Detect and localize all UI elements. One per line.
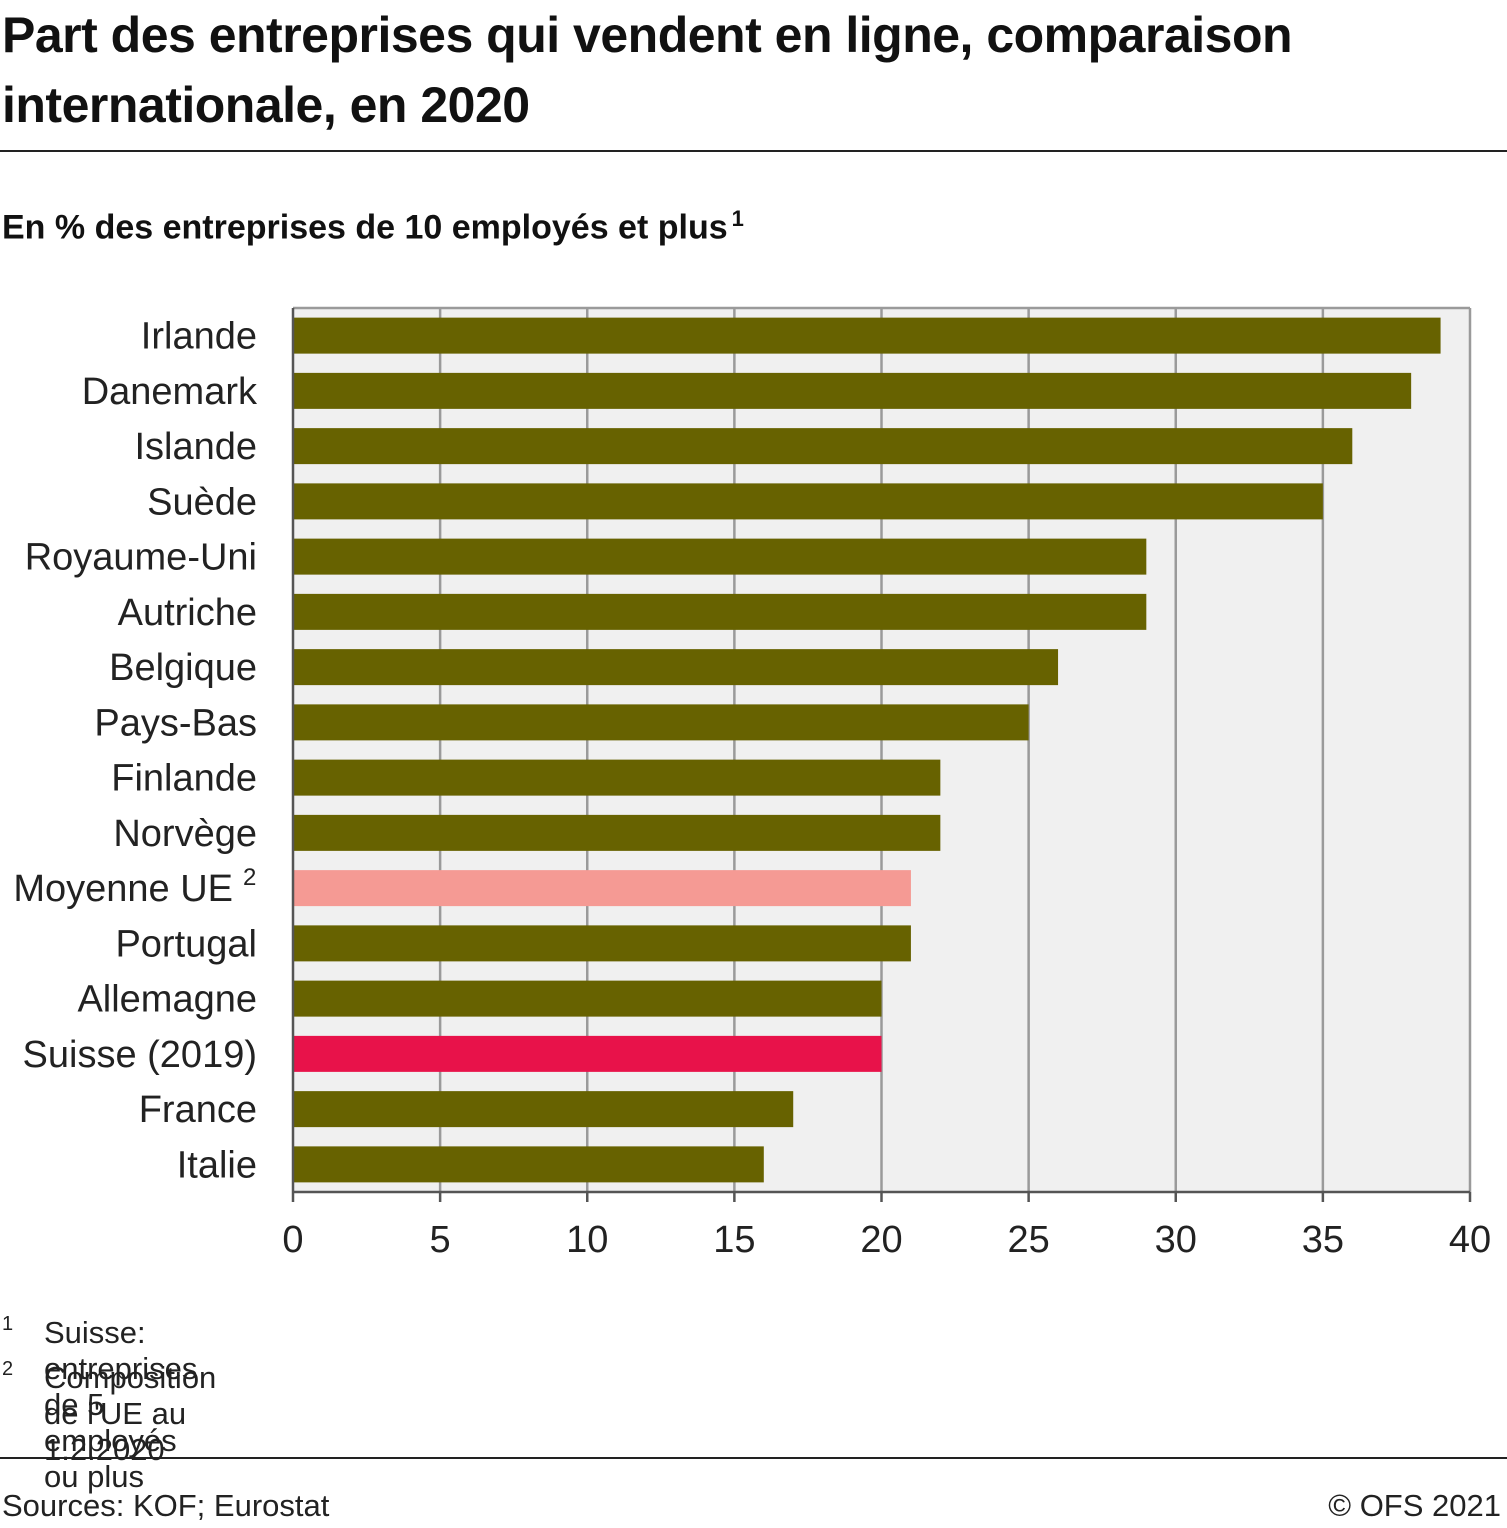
bar (293, 704, 1029, 741)
chart-title: Part des entreprises qui vendent en lign… (2, 7, 1293, 133)
subtitle-text: En % des entreprises de 10 employés et p… (2, 208, 728, 247)
footnote-number: 1 (2, 1313, 14, 1335)
bar (293, 814, 941, 851)
x-tick-label: 35 (1302, 1219, 1344, 1261)
footnote-text: Composition de l'UE au 1.2.2020 (44, 1360, 217, 1467)
category-label: France (139, 1089, 257, 1131)
bar (293, 317, 1441, 354)
bar (293, 1035, 882, 1072)
bar (293, 1146, 764, 1183)
footer-divider (0, 1457, 1507, 1459)
bar (293, 483, 1323, 520)
category-label: Finlande (111, 758, 257, 800)
category-label: Portugal (115, 923, 257, 965)
category-label: Italie (177, 1144, 257, 1186)
footnote-number: 2 (2, 1358, 14, 1380)
footnote-text: Suisse: entreprises de 5 employés ou plu… (44, 1315, 198, 1494)
bar (293, 649, 1059, 686)
x-tick-label: 0 (282, 1219, 303, 1261)
x-tick-label: 5 (430, 1219, 451, 1261)
chart-subtitle: En % des entreprises de 10 employés et p… (2, 206, 744, 247)
category-footnote-marker: 2 (243, 864, 256, 891)
x-tick-label: 20 (860, 1219, 902, 1261)
bar (293, 593, 1147, 630)
bar (293, 372, 1412, 409)
category-label: Moyenne UE (13, 868, 233, 910)
bar (293, 925, 911, 962)
bar (293, 980, 882, 1017)
category-label: Belgique (109, 647, 257, 689)
bar (293, 1091, 794, 1128)
category-label: Suisse (2019) (23, 1034, 257, 1076)
x-tick-label: 40 (1449, 1219, 1491, 1261)
x-tick-label: 25 (1007, 1219, 1049, 1261)
category-label: Autriche (118, 592, 257, 634)
bar-chart: Irlande Danemark Islande Suède Royaume-Uni Au… (13, 306, 1491, 1261)
copyright-text: © OFS 2021 (1328, 1488, 1501, 1523)
x-tick-label: 30 (1155, 1219, 1197, 1261)
x-tick-label: 10 (566, 1219, 608, 1261)
x-tick-label: 15 (713, 1219, 755, 1261)
category-label: Royaume-Uni (25, 537, 257, 579)
bar (293, 428, 1353, 465)
category-label: Pays-Bas (94, 702, 257, 744)
category-label: Allemagne (77, 979, 257, 1021)
sources-text: Sources: KOF; Eurostat (2, 1488, 330, 1523)
category-label: Danemark (82, 371, 258, 413)
bar (293, 538, 1147, 575)
bar (293, 759, 941, 796)
title-divider (0, 150, 1507, 152)
subtitle-footnote-marker: 1 (731, 206, 744, 231)
category-label: Islande (134, 426, 257, 468)
category-label: Norvège (113, 813, 257, 855)
category-label: Irlande (141, 316, 257, 358)
category-label: Suède (147, 481, 257, 523)
bar (293, 870, 911, 907)
